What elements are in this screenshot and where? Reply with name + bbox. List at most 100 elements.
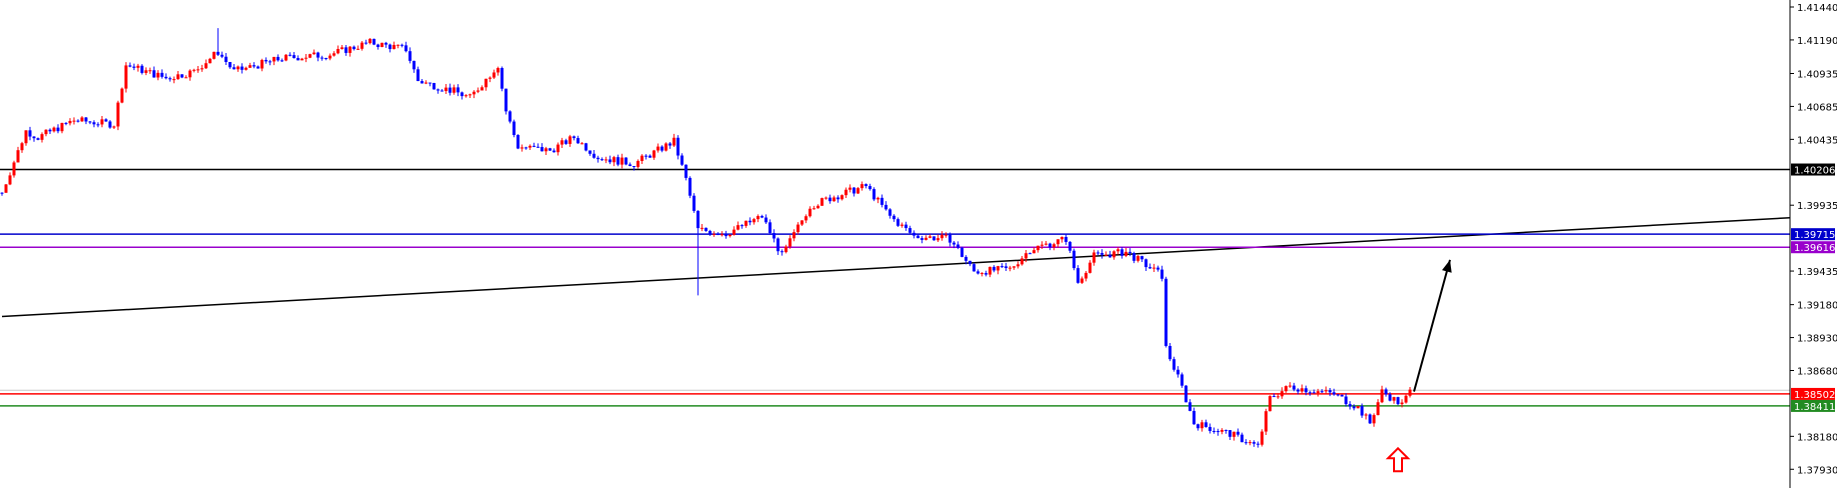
- candle: [644, 154, 648, 160]
- candle: [864, 183, 868, 189]
- candle: [52, 126, 56, 133]
- candle-body: [924, 237, 928, 240]
- candle-body: [1308, 392, 1312, 394]
- candle: [524, 146, 528, 150]
- candle: [852, 187, 856, 197]
- candle: [1176, 366, 1180, 378]
- candle-body: [400, 44, 404, 46]
- candle-body: [552, 150, 556, 153]
- candle-body: [456, 87, 460, 93]
- candle: [908, 225, 912, 234]
- candle-body: [700, 227, 704, 229]
- candle: [756, 214, 760, 223]
- candle-body: [40, 134, 44, 140]
- candle: [284, 54, 288, 62]
- candle: [484, 78, 488, 91]
- candle: [336, 45, 340, 55]
- candle: [1052, 242, 1056, 251]
- candle: [96, 122, 100, 128]
- candle: [784, 244, 788, 254]
- candle-body: [728, 234, 732, 237]
- candle-body: [1328, 390, 1332, 393]
- candle-body: [776, 238, 780, 252]
- candle-body: [580, 143, 584, 145]
- candle-body: [176, 74, 180, 80]
- candle-body: [196, 69, 200, 71]
- candle: [636, 159, 640, 169]
- candle: [1000, 263, 1004, 269]
- candle-body: [32, 136, 36, 139]
- candle: [544, 146, 548, 155]
- candle-body: [1128, 251, 1132, 254]
- candle: [920, 235, 924, 244]
- candle-body: [896, 219, 900, 226]
- candle: [308, 53, 312, 59]
- candle: [1088, 260, 1092, 274]
- candle: [560, 137, 564, 148]
- candle-body: [28, 130, 32, 137]
- candle: [392, 41, 396, 50]
- candle-body: [800, 220, 804, 225]
- candle: [880, 194, 884, 208]
- candle-body: [212, 51, 216, 59]
- candle-body: [1080, 278, 1084, 283]
- candle: [612, 155, 616, 167]
- candle-body: [1024, 253, 1028, 259]
- candle: [1244, 439, 1248, 445]
- candle-body: [376, 44, 380, 47]
- candle-body: [484, 78, 488, 88]
- candle: [1208, 423, 1212, 434]
- candle: [960, 246, 964, 258]
- candle: [1056, 239, 1060, 248]
- candle-body: [812, 208, 816, 210]
- candle-body: [296, 58, 300, 61]
- candle-body: [1292, 385, 1296, 390]
- candle-body: [1348, 404, 1352, 407]
- candle: [1308, 390, 1312, 396]
- candle-body: [672, 137, 676, 146]
- candle: [500, 66, 504, 92]
- candle: [448, 83, 452, 96]
- candle-body: [520, 147, 524, 149]
- candle: [124, 62, 128, 93]
- candle: [1248, 440, 1252, 446]
- candle-body: [372, 38, 376, 45]
- candle-body: [1232, 431, 1236, 437]
- candle: [1112, 250, 1116, 260]
- candle: [268, 59, 272, 66]
- candle-body: [760, 216, 764, 218]
- candle-body: [1108, 254, 1112, 258]
- candle-body: [264, 59, 268, 62]
- candle: [0, 192, 4, 196]
- candle-body: [1396, 397, 1400, 405]
- candle: [1232, 431, 1236, 441]
- candle: [1360, 403, 1364, 418]
- candle-body: [624, 157, 628, 165]
- candle-body: [1320, 391, 1324, 393]
- candle: [672, 133, 676, 148]
- candle: [1240, 432, 1244, 443]
- candle-body: [644, 155, 648, 157]
- candle: [296, 55, 300, 61]
- candle: [660, 145, 664, 153]
- candle: [1192, 407, 1196, 425]
- candle-body: [1092, 252, 1096, 263]
- candle: [740, 224, 744, 229]
- candle-body: [1004, 266, 1008, 269]
- candle-body: [584, 143, 588, 151]
- candle-body: [1120, 249, 1124, 256]
- candle: [536, 143, 540, 148]
- candle-body: [864, 184, 868, 187]
- candle-body: [448, 87, 452, 93]
- candle: [1216, 428, 1220, 436]
- candle: [104, 118, 108, 122]
- candle-body: [1360, 406, 1364, 416]
- candle-body: [696, 210, 700, 229]
- candle-body: [1044, 243, 1048, 245]
- candle-body: [1056, 239, 1060, 245]
- trendline: [1, 216, 1791, 318]
- candle-body: [1248, 442, 1252, 444]
